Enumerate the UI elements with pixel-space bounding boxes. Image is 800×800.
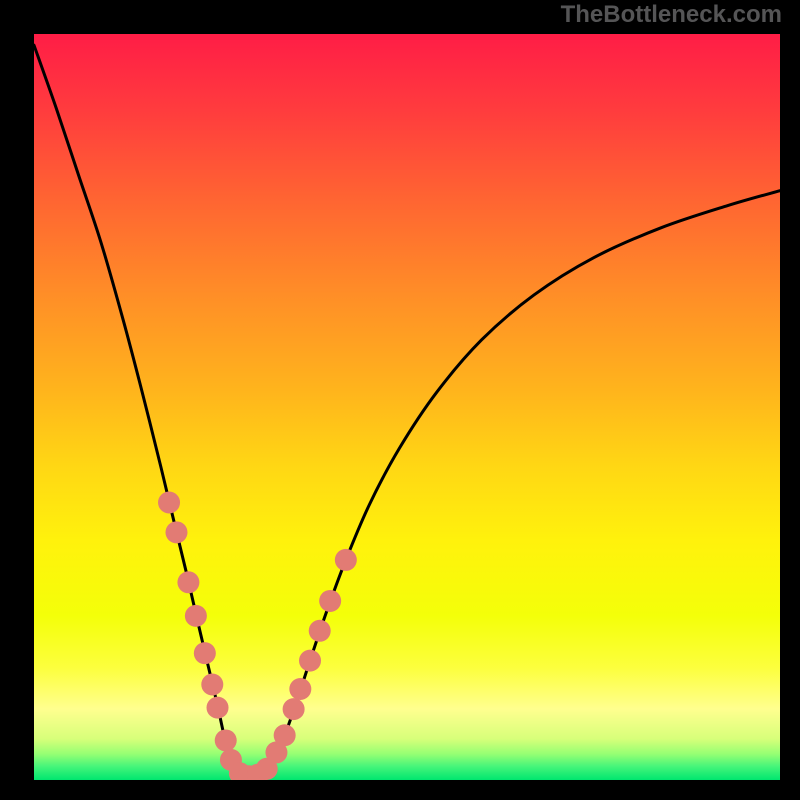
bottleneck-curve: [34, 45, 780, 777]
figure-frame: TheBottleneck.com: [0, 0, 800, 800]
chart-overlay: [34, 34, 780, 780]
watermark-text: TheBottleneck.com: [561, 1, 782, 29]
markers-right-branch: [265, 549, 356, 763]
plot-area: [34, 34, 780, 780]
